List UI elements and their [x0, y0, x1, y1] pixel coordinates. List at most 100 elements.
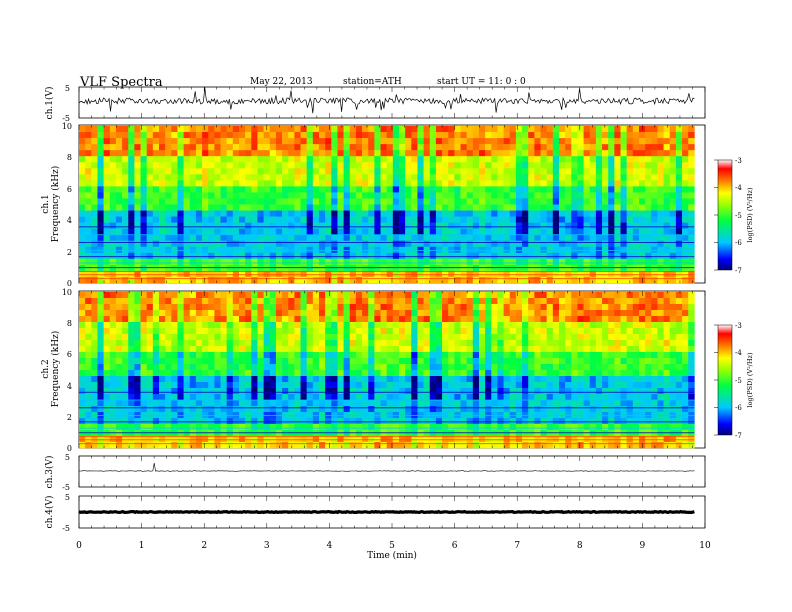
ch1-spectrogram-cell: [534, 276, 541, 284]
ch2-spectrogram-cell: [503, 322, 511, 329]
ch1-spectrogram-cell: [146, 132, 154, 139]
ch2-spectrogram-cell: [589, 388, 597, 395]
ch1-spectrogram-cell: [79, 162, 86, 169]
ch1-spectrogram-cell: [245, 276, 252, 284]
ch1-spectrogram-cell: [411, 228, 418, 235]
ch2-spectrogram-cell: [85, 382, 92, 389]
ch1-spectrogram-cell: [251, 186, 258, 193]
ch2-spectrogram-cell: [226, 376, 234, 383]
ch1-spectrogram-cell: [374, 276, 381, 284]
ch2-spectrogram-cell: [165, 400, 172, 407]
ch2-spectrogram-cell: [282, 322, 289, 329]
ch2-spectrogram-cell: [349, 328, 357, 335]
ch1-spectrogram-cell: [232, 174, 240, 181]
ch1-spectrogram-cell: [331, 144, 338, 151]
ch2-spectrogram-cell: [325, 346, 332, 353]
ch1-spectrogram-cell: [663, 138, 671, 145]
ch2-spectrogram-cell: [442, 322, 449, 329]
ch2-spectrogram-cell: [411, 370, 418, 377]
ch1-spectrogram-cell: [140, 168, 147, 175]
ch2-spectrogram-cell: [140, 376, 147, 383]
ch1-spectrogram-cell: [522, 174, 529, 181]
ch2-spectrogram-cell: [368, 412, 375, 419]
ch2-spectrogram-cell: [312, 418, 320, 425]
ch2-spectrogram-cell: [202, 406, 209, 413]
ch1-spectrogram-cell: [583, 156, 591, 163]
ch2-spectrogram-cell: [386, 334, 394, 341]
ch1-spectrogram-cell: [614, 168, 621, 175]
ch2-spectrogram-cell: [269, 298, 277, 305]
ch2-spectrogram-cell: [362, 298, 369, 305]
ch2-spectrogram-cell: [497, 418, 504, 425]
ch2-spectrogram-cell: [454, 322, 461, 329]
ch1-spectrogram-cell: [589, 234, 597, 242]
ch1-spectrogram-cell: [478, 270, 486, 278]
ch2-spectrogram-cell: [257, 364, 264, 371]
ch2-spectrogram-cell: [362, 340, 369, 347]
ch2-spectrogram-cell: [405, 412, 412, 419]
ch1-spectrogram-cell: [331, 222, 338, 229]
ch1-spectrogram-cell: [558, 174, 566, 181]
ch1-spectrogram-cell: [140, 192, 147, 199]
ch2-spectrogram-cell: [294, 376, 301, 383]
ch2-spectrogram-cell: [331, 352, 338, 359]
ch1-spectrogram-cell: [251, 180, 258, 187]
ch2-spectrogram-cell: [497, 292, 504, 299]
ch2-spectrogram-cell: [288, 412, 295, 419]
ch2-spectrogram-cell: [85, 412, 92, 419]
ch2-spectrogram-cell: [220, 376, 227, 383]
ch2-spectrogram-cell: [306, 334, 314, 341]
ch1-spectrogram-cell: [269, 156, 277, 163]
ch1-spectrogram-cell: [626, 180, 634, 187]
ch1-spectrogram-cell: [398, 252, 406, 260]
ch1-spectrogram-cell: [300, 144, 307, 151]
ch2-spectrogram-cell: [331, 322, 338, 329]
ch1-spectrogram-cell: [571, 174, 578, 181]
ch1-spectrogram-cell: [214, 246, 221, 254]
ch2-spectrogram-cell: [485, 298, 492, 305]
ch2-spectrogram-cell: [318, 304, 326, 311]
ch2-spectrogram-cell: [103, 334, 111, 341]
ch2-spectrogram-cell: [159, 412, 166, 419]
ch1-spectrogram-cell: [448, 228, 455, 235]
ch2-spectrogram-cell: [669, 418, 677, 425]
ch1-spectrogram-cell: [294, 276, 301, 284]
ch2-spectrogram-cell: [478, 358, 486, 365]
ch2-spectrogram-cell: [355, 328, 363, 335]
ch2-spectrogram-cell: [232, 298, 240, 305]
ch1-spectrogram-cell: [208, 132, 215, 139]
ch1-spectrogram-cell: [565, 204, 572, 211]
ch2-spectrogram-cell: [565, 406, 572, 413]
ch2-spectrogram-cell: [448, 298, 455, 305]
ch2-spectrogram-cell: [374, 364, 381, 371]
ch1-spectrogram-cell: [251, 126, 258, 133]
ch2-spectrogram-cell: [491, 340, 498, 347]
ch2-spectrogram-cell: [472, 298, 480, 305]
ch2-spectrogram-cell: [318, 358, 326, 365]
ch1-spectrogram-cell: [478, 150, 486, 157]
ch2-spectrogram-cell: [159, 400, 166, 407]
ch2-spectrogram-cell: [638, 376, 646, 383]
ch2-spectrogram-cell: [565, 370, 572, 377]
ch2-spectrogram-cell: [423, 310, 431, 317]
ch1-spectrogram-cell: [159, 198, 166, 205]
ch1-spectrogram-cell: [85, 156, 92, 163]
ch2-spectrogram-cell: [522, 316, 529, 323]
ch1-spectrogram-cell: [214, 240, 221, 248]
ch2-spectrogram-cell: [577, 310, 584, 317]
ch2-spectrogram-cell: [263, 424, 271, 431]
ch1-spectrogram-cell: [608, 252, 615, 260]
ch1-spectrogram-cell: [362, 150, 369, 157]
ch1-spectrogram-cell: [522, 138, 529, 145]
ch2-spectrogram-cell: [300, 328, 307, 335]
ch2-spectrogram-cell: [159, 382, 166, 389]
ch2-spectrogram-cell: [171, 370, 178, 377]
ch1-spectrogram-cell: [608, 180, 615, 187]
ch1-spectrogram-cell: [355, 126, 363, 133]
ch2-spectrogram-cell: [392, 304, 400, 311]
ch2-spectrogram-cell: [134, 364, 141, 371]
ch1-spectrogram-cell: [460, 246, 467, 254]
ch1-spectrogram-cell: [540, 222, 547, 229]
ch1-spectrogram-cell: [411, 180, 418, 187]
ch1-spectrogram-cell: [146, 144, 154, 151]
